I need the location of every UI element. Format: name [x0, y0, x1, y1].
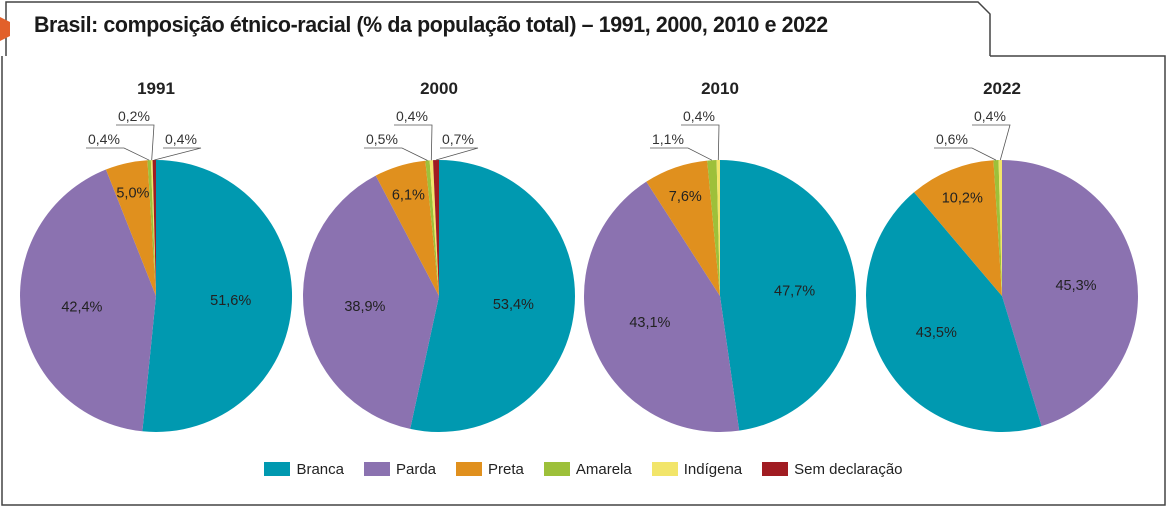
pie-slice-parda [583, 181, 740, 433]
pie-slice-amarela [993, 160, 1002, 296]
slice-value-label: 0,4% [683, 108, 715, 124]
legend-item: Amarela [543, 460, 632, 478]
slice-value-label: 5,0% [116, 186, 149, 202]
pie-slice-sem-declara-o [433, 160, 439, 296]
pie-slice-ind-gena [429, 160, 439, 296]
slice-value-label: 0,4% [396, 108, 428, 124]
slice-value-label: 53,4% [493, 297, 534, 313]
slice-value-label: 47,7% [774, 284, 815, 300]
legend-swatch [651, 462, 678, 476]
slice-value-label: 42,4% [61, 299, 102, 315]
legend-label: Preta [488, 460, 524, 478]
pie-slice-amarela [425, 160, 439, 296]
pie-slice-parda [1002, 160, 1138, 427]
slice-value-label: 6,1% [392, 187, 425, 203]
legend-swatch [762, 462, 789, 476]
pie-slice-preta [646, 160, 720, 296]
pie-slice-preta [105, 160, 156, 296]
callout-line [972, 124, 1011, 161]
legend-swatch [543, 462, 570, 476]
legend-item: Indígena [651, 460, 743, 478]
legend-label: Parda [395, 460, 437, 478]
legend-label: Branca [296, 460, 344, 478]
pie-slice-branca [720, 160, 856, 431]
pie-slice-amarela [147, 160, 156, 296]
slice-value-label: 38,9% [344, 299, 385, 315]
legend-swatch [456, 462, 483, 476]
pie-slice-branca [866, 192, 1042, 432]
pie-slice-branca [410, 160, 575, 432]
callout-line [394, 124, 433, 161]
outer-border [1, 55, 1166, 506]
slice-value-label: 0,4% [165, 131, 197, 147]
slice-value-label: 0,4% [88, 131, 120, 147]
callout-line [681, 124, 720, 161]
pie-slice-branca [142, 159, 293, 433]
callout-line [364, 147, 428, 161]
slice-value-label: 1,1% [652, 131, 684, 147]
chart-title: Brasil: composição étnico-racial (% da p… [34, 12, 828, 37]
pie-slice-amarela [707, 160, 720, 296]
legend-item: Preta [456, 461, 524, 478]
slice-value-label: 0,7% [442, 131, 474, 147]
pie-slice-ind-gena [150, 160, 156, 296]
pie-slice-preta [375, 160, 439, 296]
slice-value-label: 10,2% [942, 191, 983, 207]
callout-line [116, 124, 155, 161]
legend-swatch [363, 462, 390, 476]
slice-value-label: 51,6% [210, 293, 251, 309]
legend-swatch [264, 462, 291, 476]
legend-item: Branca [264, 461, 344, 478]
slice-value-label: 43,1% [629, 315, 670, 331]
pie-slice-parda [20, 169, 156, 432]
pie-slice-sem-declara-o [152, 159, 156, 296]
legend-label: Amarela [575, 460, 632, 478]
legend-item: Parda [363, 460, 437, 478]
callout-line [650, 147, 713, 161]
callout-line [435, 147, 479, 161]
slice-value-label: 0,5% [366, 131, 398, 147]
slice-value-label: 7,6% [669, 189, 702, 205]
pie-slice-ind-gena [716, 159, 720, 296]
legend-label: Sem declaração [794, 460, 903, 478]
slice-value-label: 0,2% [118, 108, 150, 124]
pie-year-label: 2010 [701, 79, 739, 98]
callout-line [86, 147, 150, 161]
callout-line [154, 147, 202, 161]
slice-value-label: 0,4% [974, 108, 1006, 124]
pie-slice-ind-gena [998, 159, 1002, 296]
slice-value-label: 0,6% [936, 131, 968, 147]
legend-label: Indígena [683, 460, 743, 478]
legend: Branca Parda Preta Amarela Indígena Sem decla… [0, 456, 1167, 482]
pie-year-label: 2000 [420, 79, 458, 98]
pie-year-label: 1991 [137, 79, 175, 98]
slice-value-label: 43,5% [916, 325, 957, 341]
pie-charts: 1991 51,6% 42,4% 5,0% 0,4% 0,2% 0,4% 2000 53,4% 3… [20, 79, 1138, 433]
pie-year-label: 2022 [983, 79, 1021, 98]
slice-value-label: 45,3% [1055, 278, 1096, 294]
accent-marker [0, 17, 10, 41]
callout-line [934, 147, 997, 161]
pie-slice-parda [303, 175, 439, 429]
pie-slice-preta [914, 160, 1002, 296]
legend-item: Sem declaração [762, 460, 903, 478]
